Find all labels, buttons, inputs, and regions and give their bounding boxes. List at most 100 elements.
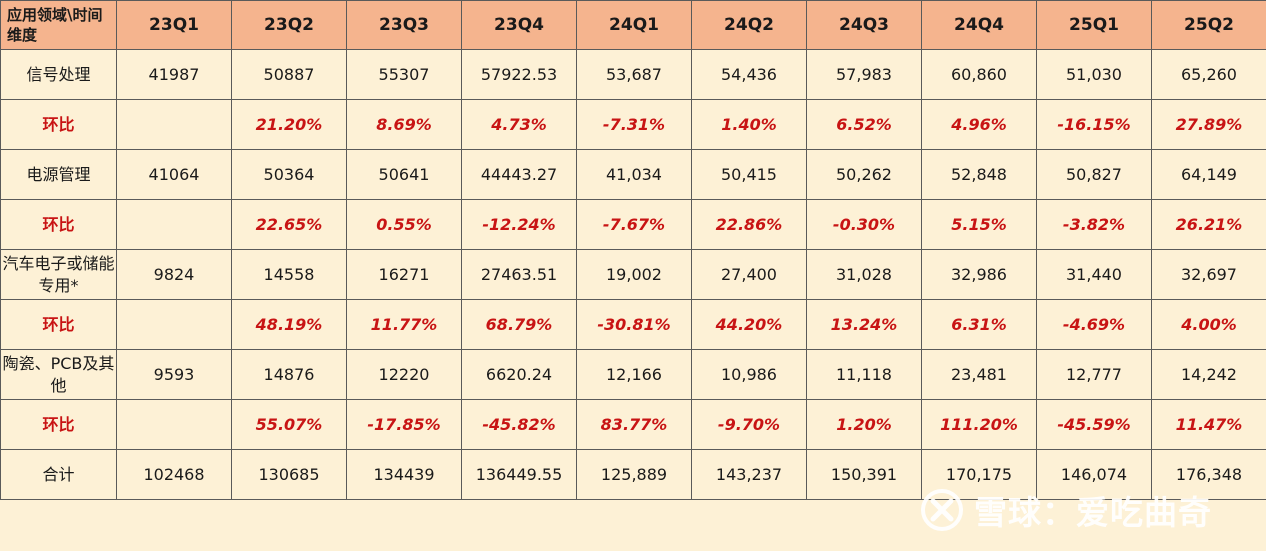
value-cell: 136449.55 xyxy=(461,449,577,500)
ratio-cell: -7.67% xyxy=(576,199,692,250)
value-cell: 125,889 xyxy=(576,449,692,500)
period-header: 24Q1 xyxy=(576,0,692,50)
value-cell: 41,034 xyxy=(576,149,692,200)
data-table: 应用领域\时间维度 23Q1 23Q2 23Q3 23Q4 24Q1 24Q2 … xyxy=(0,0,1266,500)
period-header: 24Q3 xyxy=(806,0,922,50)
value-cell: 50,827 xyxy=(1036,149,1152,200)
ratio-cell: 55.07% xyxy=(231,399,347,450)
value-cell: 27,400 xyxy=(691,249,807,300)
value-cell: 14558 xyxy=(231,249,347,300)
value-cell: 57,983 xyxy=(806,49,922,100)
header-row: 应用领域\时间维度 23Q1 23Q2 23Q3 23Q4 24Q1 24Q2 … xyxy=(0,0,1266,50)
value-cell: 50364 xyxy=(231,149,347,200)
ratio-cell: 22.86% xyxy=(691,199,807,250)
value-cell: 32,986 xyxy=(921,249,1037,300)
ratio-cell xyxy=(116,299,232,350)
ratio-cell: -4.69% xyxy=(1036,299,1152,350)
watermark-text: 雪球：爱吃曲奇 xyxy=(974,493,1212,532)
category-row: 信号处理 41987 50887 55307 57922.53 53,687 54,436 5… xyxy=(0,49,1266,100)
value-cell: 32,697 xyxy=(1151,249,1266,300)
ratio-cell: -7.31% xyxy=(576,99,692,150)
period-header: 23Q3 xyxy=(346,0,462,50)
ratio-cell: 13.24% xyxy=(806,299,922,350)
value-cell: 44443.27 xyxy=(461,149,577,200)
value-cell: 64,149 xyxy=(1151,149,1266,200)
value-cell: 41987 xyxy=(116,49,232,100)
value-cell: 6620.24 xyxy=(461,349,577,400)
period-header: 25Q1 xyxy=(1036,0,1152,50)
ratio-cell: 68.79% xyxy=(461,299,577,350)
value-cell: 53,687 xyxy=(576,49,692,100)
ratio-cell: 11.47% xyxy=(1151,399,1266,450)
value-cell: 9824 xyxy=(116,249,232,300)
ratio-cell: 4.00% xyxy=(1151,299,1266,350)
value-cell: 102468 xyxy=(116,449,232,500)
ratio-label: 环比 xyxy=(0,99,117,150)
ratio-cell: -0.30% xyxy=(806,199,922,250)
ratio-cell: 5.15% xyxy=(921,199,1037,250)
value-cell: 52,848 xyxy=(921,149,1037,200)
ratio-cell: -9.70% xyxy=(691,399,807,450)
value-cell: 50887 xyxy=(231,49,347,100)
ratio-cell: -30.81% xyxy=(576,299,692,350)
period-header: 23Q2 xyxy=(231,0,347,50)
ratio-cell: -45.59% xyxy=(1036,399,1152,450)
ratio-cell: 27.89% xyxy=(1151,99,1266,150)
value-cell: 14,242 xyxy=(1151,349,1266,400)
ratio-cell: 1.40% xyxy=(691,99,807,150)
ratio-cell: 0.55% xyxy=(346,199,462,250)
value-cell: 41064 xyxy=(116,149,232,200)
ratio-cell: 44.20% xyxy=(691,299,807,350)
ratio-cell: -12.24% xyxy=(461,199,577,250)
value-cell: 57922.53 xyxy=(461,49,577,100)
ratio-cell: 4.73% xyxy=(461,99,577,150)
category-row: 电源管理 41064 50364 50641 44443.27 41,034 50,415 5… xyxy=(0,149,1266,200)
value-cell: 60,860 xyxy=(921,49,1037,100)
value-cell: 130685 xyxy=(231,449,347,500)
ratio-row: 环比 48.19% 11.77% 68.79% -30.81% 44.20% 13.24% 6… xyxy=(0,299,1266,350)
period-header: 24Q2 xyxy=(691,0,807,50)
ratio-cell: 1.20% xyxy=(806,399,922,450)
category-label: 信号处理 xyxy=(0,49,117,100)
ratio-cell: 4.96% xyxy=(921,99,1037,150)
ratio-cell: -16.15% xyxy=(1036,99,1152,150)
value-cell: 12,777 xyxy=(1036,349,1152,400)
value-cell: 12220 xyxy=(346,349,462,400)
ratio-cell: 8.69% xyxy=(346,99,462,150)
category-row: 合计 102468 130685 134439 136449.55 125,889 143,… xyxy=(0,449,1266,500)
ratio-label: 环比 xyxy=(0,199,117,250)
value-cell: 27463.51 xyxy=(461,249,577,300)
value-cell: 11,118 xyxy=(806,349,922,400)
value-cell: 12,166 xyxy=(576,349,692,400)
period-header: 25Q2 xyxy=(1151,0,1266,50)
ratio-cell: -17.85% xyxy=(346,399,462,450)
value-cell: 134439 xyxy=(346,449,462,500)
ratio-cell: 11.77% xyxy=(346,299,462,350)
ratio-cell: 26.21% xyxy=(1151,199,1266,250)
ratio-cell: 48.19% xyxy=(231,299,347,350)
value-cell: 31,440 xyxy=(1036,249,1152,300)
ratio-cell: 6.52% xyxy=(806,99,922,150)
ratio-cell: -45.82% xyxy=(461,399,577,450)
ratio-row: 环比 22.65% 0.55% -12.24% -7.67% 22.86% -0.30% 5.… xyxy=(0,199,1266,250)
ratio-cell xyxy=(116,99,232,150)
category-row: 陶瓷、PCB及其他 9593 14876 12220 6620.24 12,166 10,9… xyxy=(0,349,1266,400)
corner-header: 应用领域\时间维度 xyxy=(0,0,117,50)
ratio-cell: 22.65% xyxy=(231,199,347,250)
table-body: 信号处理 41987 50887 55307 57922.53 53,687 54,436 5… xyxy=(0,49,1266,500)
ratio-cell: -3.82% xyxy=(1036,199,1152,250)
watermark: 雪球：爱吃曲奇 xyxy=(920,487,1212,533)
ratio-row: 环比 21.20% 8.69% 4.73% -7.31% 1.40% 6.52% 4.96% -… xyxy=(0,99,1266,150)
ratio-cell: 21.20% xyxy=(231,99,347,150)
value-cell: 51,030 xyxy=(1036,49,1152,100)
value-cell: 19,002 xyxy=(576,249,692,300)
value-cell: 143,237 xyxy=(691,449,807,500)
value-cell: 50,262 xyxy=(806,149,922,200)
category-label: 汽车电子或储能专用* xyxy=(0,249,117,300)
value-cell: 16271 xyxy=(346,249,462,300)
category-label: 电源管理 xyxy=(0,149,117,200)
value-cell: 65,260 xyxy=(1151,49,1266,100)
value-cell: 31,028 xyxy=(806,249,922,300)
ratio-label: 环比 xyxy=(0,299,117,350)
period-header: 24Q4 xyxy=(921,0,1037,50)
